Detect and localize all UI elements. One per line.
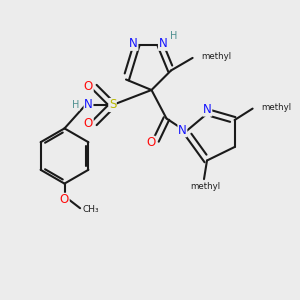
Text: N: N <box>158 37 167 50</box>
Text: O: O <box>60 193 69 206</box>
Text: N: N <box>84 98 93 112</box>
Text: N: N <box>129 37 138 50</box>
Text: O: O <box>84 117 93 130</box>
Text: S: S <box>109 98 116 112</box>
Text: CH₃: CH₃ <box>82 205 99 214</box>
Text: N: N <box>203 103 212 116</box>
Text: O: O <box>146 136 155 149</box>
Text: methyl: methyl <box>190 182 220 191</box>
Text: H: H <box>170 31 177 41</box>
Text: N: N <box>178 124 187 137</box>
Text: methyl: methyl <box>262 103 292 112</box>
Text: H: H <box>72 100 80 110</box>
Text: O: O <box>84 80 93 93</box>
Text: methyl: methyl <box>202 52 232 61</box>
